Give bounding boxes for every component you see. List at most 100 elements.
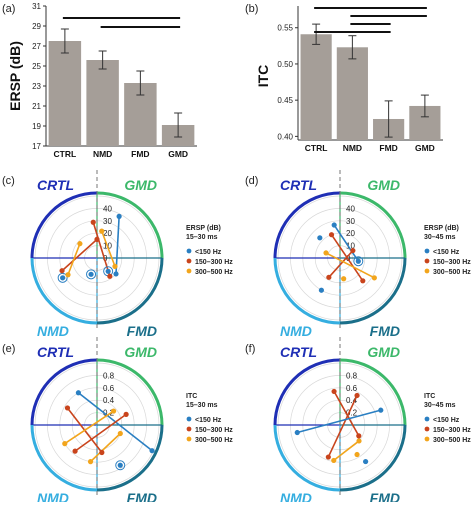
quadrant-arc xyxy=(30,424,98,492)
quadrant-label-crtl: CRTL xyxy=(37,344,74,360)
connection-line xyxy=(67,243,81,276)
data-point xyxy=(116,213,122,219)
quadrant-label-crtl: CRTL xyxy=(280,344,317,360)
legend-marker xyxy=(424,416,430,422)
quadrant-arc xyxy=(30,358,98,426)
quadrant-label-fmd: FMD xyxy=(127,490,157,502)
significance-ring xyxy=(115,460,126,471)
legend-label: 300–500 Hz xyxy=(195,437,233,444)
data-point xyxy=(117,430,123,437)
data-point xyxy=(87,459,94,465)
data-point xyxy=(294,429,300,436)
data-point xyxy=(88,271,94,277)
data-point xyxy=(354,451,360,458)
data-point xyxy=(363,458,369,465)
x-tick-label: NMD xyxy=(343,143,362,153)
legend-window: 30–45 ms xyxy=(424,402,456,409)
y-tick-label: 31 xyxy=(32,2,41,11)
quadrant-arc xyxy=(273,424,341,492)
quadrant-label-fmd: FMD xyxy=(370,323,400,339)
legend-label: 150–300 Hz xyxy=(433,259,471,266)
data-point xyxy=(65,272,71,278)
radial-tick-label: 0.6 xyxy=(346,384,358,393)
quadrant-label-gmd: GMD xyxy=(367,344,400,360)
data-point xyxy=(328,232,335,238)
panel-d-label: (d) xyxy=(245,175,258,187)
radial-tick-label: 0.2 xyxy=(346,409,358,418)
radial-tick-label: 0 xyxy=(103,254,108,263)
legend-label: <150 Hz xyxy=(433,417,460,424)
data-point xyxy=(77,241,83,247)
connection-line xyxy=(327,395,358,458)
legend-marker xyxy=(186,436,192,442)
data-point xyxy=(331,457,337,464)
y-tick-label: 19 xyxy=(32,122,41,131)
x-tick-label: CTRL xyxy=(305,143,328,153)
quadrant-label-fmd: FMD xyxy=(370,490,400,502)
y-tick-label: 0.55 xyxy=(277,24,293,33)
data-point xyxy=(318,287,324,293)
quadrant-label-gmd: GMD xyxy=(124,344,157,360)
radial-tick-label: 20 xyxy=(103,229,112,238)
data-point xyxy=(317,235,323,241)
y-tick-label: 21 xyxy=(32,102,41,111)
connection-line xyxy=(325,252,375,279)
quadrant-label-gmd: GMD xyxy=(367,177,400,193)
panel-c: (c) CRTLGMDNMDFMD403020100ERSP (dB)15–30… xyxy=(2,170,233,339)
data-point xyxy=(326,274,332,280)
panel-b: (b) ITC 0.40 0.45 0.50 0.55 CTRL NMD FMD GMD xyxy=(245,3,443,153)
data-point xyxy=(341,276,347,282)
data-point xyxy=(331,388,337,395)
quadrant-arc xyxy=(30,257,98,325)
radial-tick-label: 30 xyxy=(103,217,112,226)
data-point xyxy=(60,275,66,281)
quadrant-label-nmd: NMD xyxy=(280,490,312,502)
panel-b-label: (b) xyxy=(245,3,258,15)
data-point xyxy=(107,273,113,279)
legend-title: ERSP (dB) xyxy=(424,225,459,232)
quadrant-label-nmd: NMD xyxy=(280,323,312,339)
data-point xyxy=(72,448,78,454)
radial-tick-label: 40 xyxy=(103,204,112,213)
connection-line xyxy=(333,224,359,262)
data-point xyxy=(378,407,384,413)
quadrant-arc xyxy=(96,257,164,325)
legend-marker xyxy=(424,426,430,432)
quadrant-arc xyxy=(339,257,407,325)
quadrant-arc xyxy=(30,191,98,259)
data-point xyxy=(105,268,111,274)
data-point xyxy=(64,405,71,411)
legend-marker xyxy=(424,268,430,274)
quadrant-arc xyxy=(273,358,341,426)
data-point xyxy=(90,219,96,225)
y-tick-label: 0.50 xyxy=(277,60,293,69)
quadrant-arc xyxy=(339,358,407,426)
y-tick-label: 0.45 xyxy=(277,96,293,105)
data-point xyxy=(111,408,117,414)
legend-label: 300–500 Hz xyxy=(433,269,471,276)
quadrant-arc xyxy=(96,191,164,259)
data-point xyxy=(99,449,105,456)
legend-marker xyxy=(186,248,192,254)
data-point xyxy=(355,258,361,264)
panel-d: (d) CRTLGMDNMDFMD403020100ERSP (dB)30–45… xyxy=(245,170,471,339)
data-point xyxy=(113,271,119,277)
x-tick-label: GMD xyxy=(415,143,435,153)
connection-line xyxy=(64,410,115,445)
legend-marker xyxy=(424,436,430,442)
quadrant-label-crtl: CRTL xyxy=(37,177,74,193)
y-tick-label: 23 xyxy=(32,82,41,91)
x-tick-label: FMD xyxy=(131,149,149,159)
radial-tick-label: 0.2 xyxy=(103,409,115,418)
data-point xyxy=(99,228,105,234)
legend-marker xyxy=(186,258,192,264)
legend-window: 15–30 ms xyxy=(186,402,218,409)
panel-a: (a) ERSP (dB) 17 19 21 23 25 27 29 31 CTRL NMD FMD… xyxy=(2,2,197,159)
data-point xyxy=(356,433,362,439)
data-point xyxy=(123,411,129,417)
legend-label: 300–500 Hz xyxy=(195,269,233,276)
quadrant-arc xyxy=(339,424,407,492)
data-point xyxy=(354,392,360,399)
radial-tick-label: 30 xyxy=(346,217,355,226)
panel-a-ylabel: ERSP (dB) xyxy=(7,41,23,111)
